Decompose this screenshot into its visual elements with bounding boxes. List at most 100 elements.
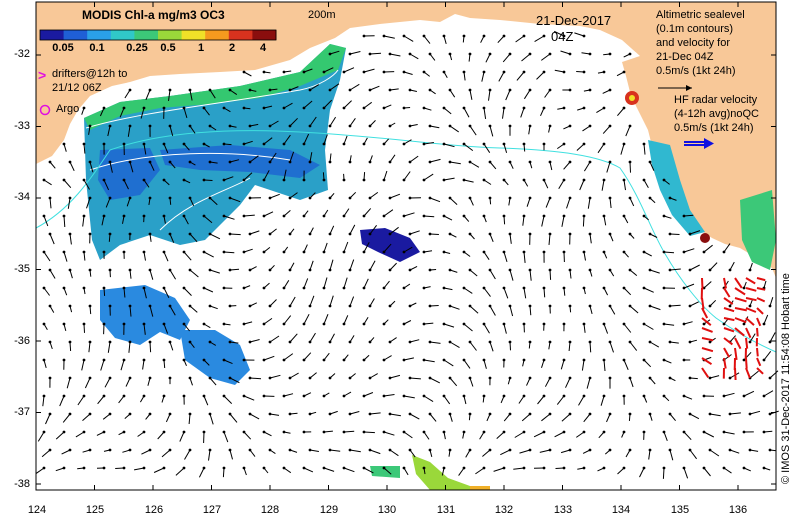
velocity-arrow-base <box>82 178 86 182</box>
velocity-arrow-base <box>642 214 646 218</box>
velocity-arrow-base <box>168 268 172 272</box>
velocity-arrow <box>349 296 355 307</box>
velocity-arrow <box>223 359 233 365</box>
velocity-arrow <box>617 107 625 117</box>
velocity-arrow-base <box>282 250 286 254</box>
velocity-arrow-base <box>148 376 152 380</box>
velocity-arrow-base <box>422 394 426 398</box>
velocity-arrow-base <box>222 466 226 470</box>
velocity-arrow <box>349 224 356 235</box>
velocity-arrow-base <box>482 106 486 110</box>
velocity-arrow-base <box>148 448 152 452</box>
velocity-arrow <box>449 305 460 310</box>
velocity-arrow <box>183 107 188 119</box>
velocity-arrow-base <box>708 268 712 272</box>
velocity-arrow-base <box>322 322 326 326</box>
velocity-arrow <box>37 431 45 442</box>
velocity-arrow-base <box>768 340 772 344</box>
velocity-arrow-base <box>148 196 152 200</box>
velocity-arrow <box>223 395 233 404</box>
velocity-arrow-base <box>322 70 326 74</box>
velocity-arrow <box>249 230 260 235</box>
velocity-arrow <box>541 53 551 61</box>
velocity-arrow <box>97 395 105 405</box>
velocity-arrow-base <box>568 52 572 56</box>
velocity-arrow-base <box>302 430 306 434</box>
velocity-arrow-base <box>282 106 286 110</box>
velocity-arrow-base <box>648 376 652 380</box>
velocity-arrow-base <box>422 358 426 362</box>
velocity-arrow-base <box>628 412 632 416</box>
velocity-arrow-base <box>688 268 692 272</box>
velocity-arrow-base <box>568 160 572 164</box>
velocity-arrow-base <box>202 142 206 146</box>
velocity-arrow <box>43 215 49 227</box>
velocity-arrow <box>643 287 654 293</box>
velocity-arrow <box>143 287 147 299</box>
velocity-arrow <box>389 88 399 91</box>
velocity-arrow <box>89 161 94 173</box>
velocity-arrow-base <box>248 376 252 380</box>
land-east <box>622 56 776 278</box>
velocity-arrow <box>582 125 591 132</box>
velocity-arrow-base <box>762 394 766 398</box>
velocity-arrow-base <box>248 412 252 416</box>
velocity-arrow-base <box>302 322 306 326</box>
velocity-arrow <box>643 251 652 257</box>
hf-arrow <box>756 357 762 367</box>
velocity-arrow-base <box>168 448 172 452</box>
velocity-arrow <box>503 143 508 153</box>
velocity-arrow-base <box>582 394 586 398</box>
velocity-arrow <box>629 161 631 173</box>
velocity-arrow <box>323 314 329 325</box>
velocity-arrow-base <box>568 268 572 272</box>
velocity-arrow <box>489 341 494 352</box>
velocity-arrow-base <box>108 268 112 272</box>
velocity-arrow <box>189 233 198 243</box>
velocity-arrow <box>88 341 91 353</box>
velocity-arrow <box>229 413 238 423</box>
velocity-arrow <box>443 323 455 328</box>
velocity-arrow <box>409 230 420 235</box>
velocity-arrow <box>509 233 512 244</box>
velocity-arrow <box>88 125 91 135</box>
velocity-arrow <box>263 211 274 217</box>
velocity-arrow <box>409 413 420 420</box>
velocity-arrow <box>423 215 435 218</box>
velocity-arrow <box>409 53 419 60</box>
velocity-arrow-base <box>528 412 532 416</box>
velocity-arrow-base <box>622 214 626 218</box>
velocity-arrow <box>555 467 565 469</box>
hf-legend-line: HF radar velocity <box>674 94 758 106</box>
velocity-arrow <box>303 313 310 325</box>
velocity-arrow-base <box>82 142 86 146</box>
velocity-arrow-base <box>382 250 386 254</box>
colorbar-segment <box>158 30 183 40</box>
velocity-arrow <box>189 305 198 313</box>
velocity-arrow-base <box>288 448 292 452</box>
velocity-arrow <box>729 261 735 271</box>
velocity-arrow-base <box>42 178 46 182</box>
velocity-arrow-base <box>182 250 186 254</box>
velocity-arrow-base <box>508 88 512 92</box>
velocity-arrow-base <box>408 340 412 344</box>
velocity-arrow-base <box>608 196 612 200</box>
velocity-arrow-base <box>48 448 52 452</box>
velocity-arrow-base <box>328 304 332 308</box>
velocity-arrow <box>243 140 253 145</box>
velocity-arrow <box>483 287 491 297</box>
velocity-arrow <box>100 359 105 371</box>
velocity-arrow-base <box>222 178 226 182</box>
velocity-arrow-base <box>228 124 232 128</box>
velocity-arrow-base <box>142 466 146 470</box>
velocity-arrow <box>77 395 85 406</box>
velocity-arrow <box>169 341 174 351</box>
velocity-arrow-base <box>608 160 612 164</box>
velocity-arrow <box>249 377 262 380</box>
velocity-arrow-base <box>382 142 386 146</box>
velocity-arrow-base <box>348 160 352 164</box>
velocity-arrow-base <box>522 250 526 254</box>
velocity-arrow <box>565 377 571 388</box>
velocity-arrow-base <box>182 214 186 218</box>
altimetry-scale-arrowhead <box>686 85 692 91</box>
